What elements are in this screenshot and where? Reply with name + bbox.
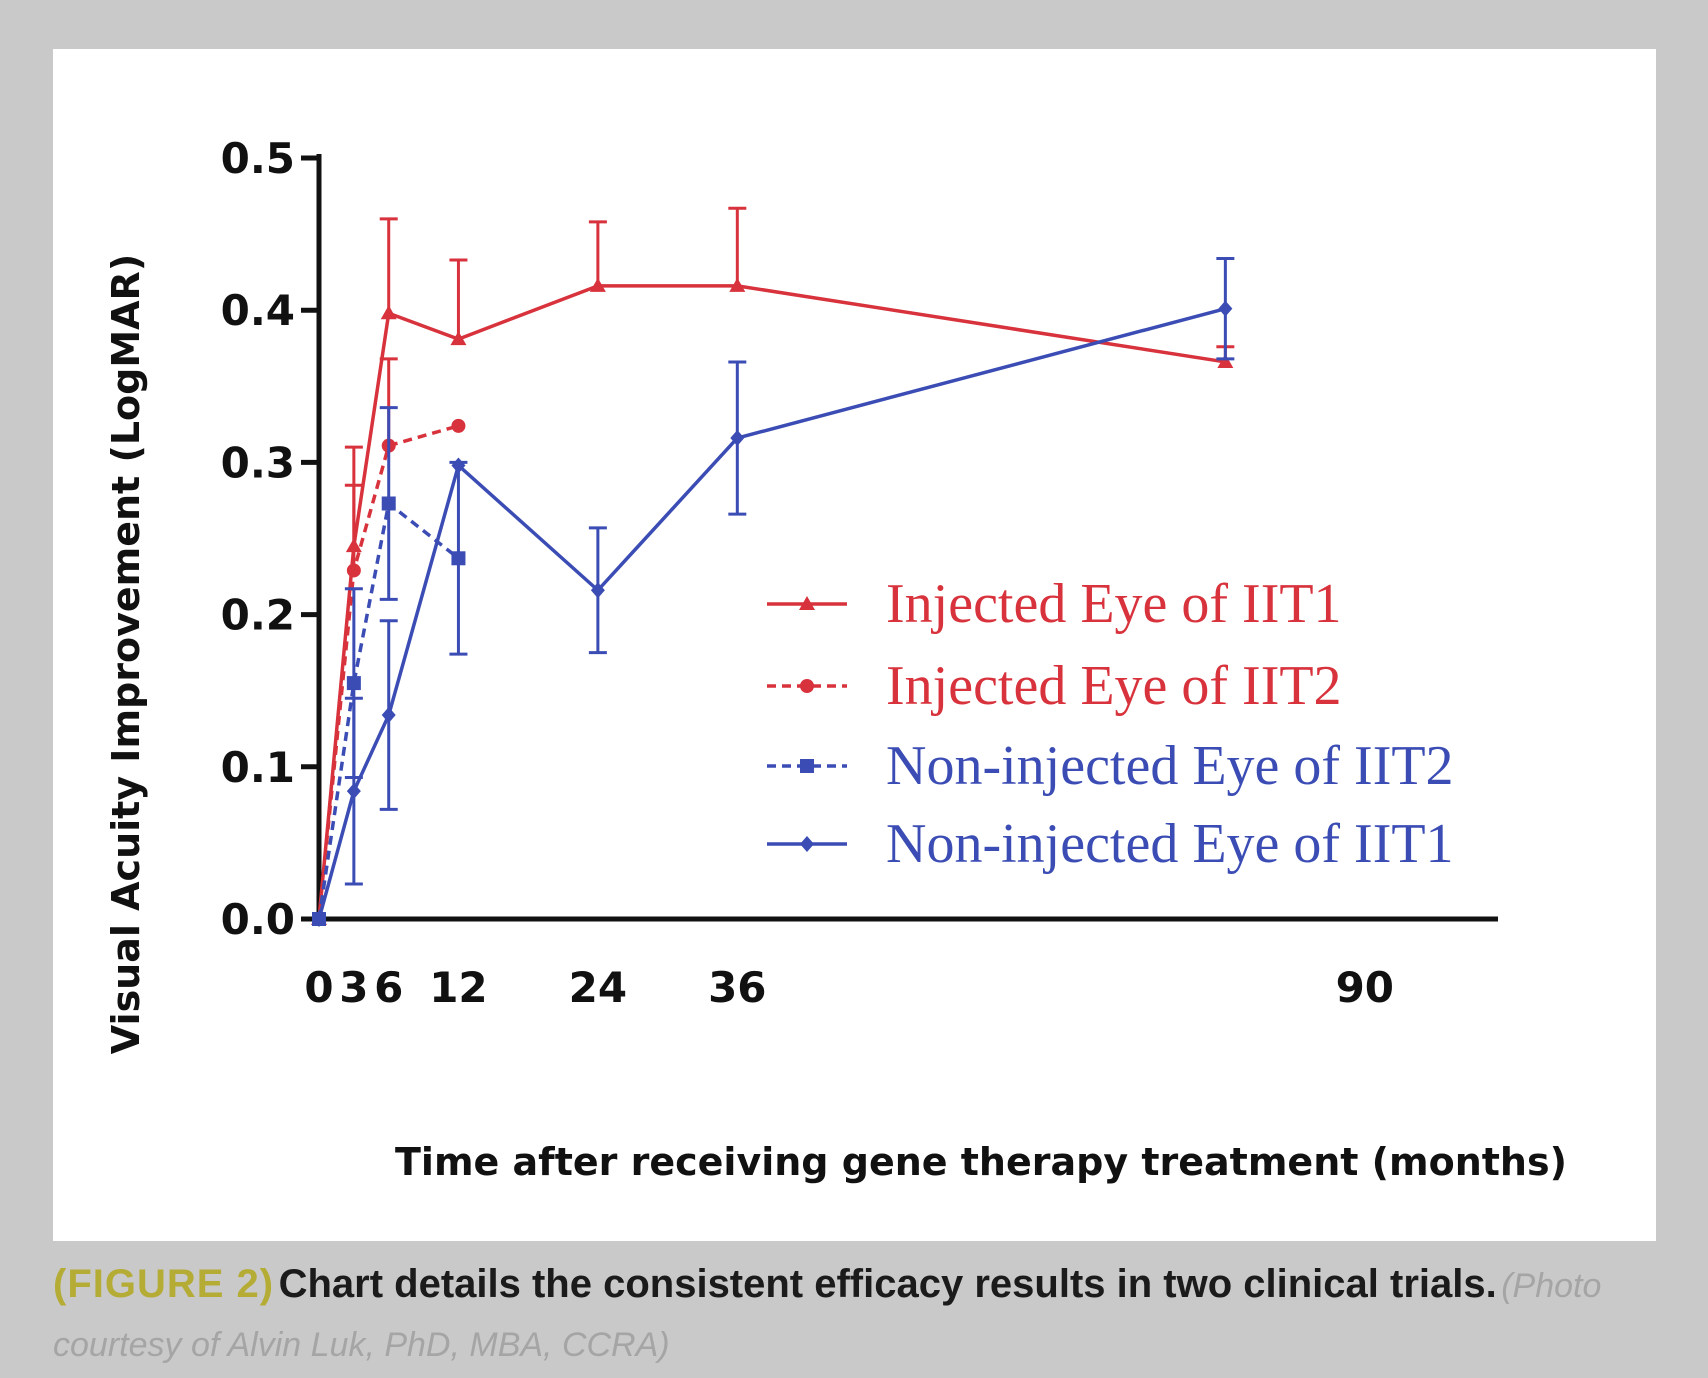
legend-item: Non-injected Eye of IIT1 [767, 813, 1454, 875]
data-point [589, 277, 606, 292]
data-point [451, 457, 466, 474]
x-tick-label: 0 [304, 963, 333, 1012]
data-point [590, 582, 605, 599]
data-point [730, 430, 745, 447]
y-axis-title: Visual Acuity Improvement (LogMAR) [104, 254, 148, 1054]
chart-svg: 0.00.10.20.30.40.50 3 6 12 24 36 90 Injected E… [104, 134, 1567, 1184]
data-point [450, 331, 467, 346]
data-point [800, 759, 814, 773]
figure-label: (FIGURE 2) [53, 1262, 275, 1306]
legend: Injected Eye of IIT1 Injected Eye of IIT2… [767, 573, 1454, 875]
data-point [1218, 300, 1233, 317]
data-point [451, 418, 466, 433]
x-tick-label: 12 [429, 963, 487, 1012]
legend-item: Injected Eye of IIT2 [767, 655, 1342, 717]
data-point [381, 496, 396, 511]
legend-label: Non-injected Eye of IIT2 [886, 735, 1454, 797]
data-point [312, 911, 326, 927]
legend-item: Injected Eye of IIT1 [767, 573, 1342, 635]
y-tick-label: 0.3 [221, 438, 295, 487]
y-tick-label: 0.1 [221, 743, 295, 792]
data-point [380, 305, 397, 320]
data-point [800, 836, 814, 852]
y-tick-label: 0.2 [221, 591, 295, 640]
x-tick-label: 36 [708, 963, 766, 1012]
legend-label: Injected Eye of IIT1 [886, 573, 1342, 635]
data-point [346, 783, 361, 800]
data-point [729, 277, 746, 292]
data-point [381, 707, 396, 724]
data-point [799, 596, 815, 610]
data-point [800, 679, 814, 693]
series-line [317, 501, 460, 920]
data-point [346, 563, 361, 578]
x-axis-title: Time after receiving gene therapy treatm… [395, 1140, 1567, 1184]
x-tick-label: 24 [569, 963, 627, 1012]
legend-item: Non-injected Eye of IIT2 [767, 735, 1454, 797]
figure-panel: 0.0 0.1 0.2 0.3 0.4 0.5 0 3 6 12 24 36 90 Injected E… [53, 49, 1656, 1241]
series-line [317, 424, 459, 920]
series-non-injected-eye-of-iit1 [312, 256, 1235, 927]
data-point [346, 676, 361, 691]
y-tick-label: 0.4 [221, 286, 295, 335]
series-layer [311, 206, 1235, 927]
axes: 0.00.10.20.30.40.50 3 6 12 24 36 90 [221, 134, 1498, 1012]
caption-text: Chart details the consistent efficacy re… [278, 1262, 1497, 1306]
y-tick-label: 0.0 [221, 895, 295, 944]
photo-credit: (Photo courtesy of Alvin Luk, PhD, MBA, … [53, 1267, 1602, 1364]
data-point [1217, 353, 1234, 368]
x-tick-label: 90 [1336, 963, 1394, 1012]
x-tick-label: 6 [374, 963, 403, 1012]
data-point [451, 551, 466, 566]
x-tick-label: 3 [339, 963, 368, 1012]
legend-label: Non-injected Eye of IIT1 [886, 813, 1454, 875]
figure-caption: (FIGURE 2) Chart details the consistent … [53, 1258, 1653, 1378]
legend-label: Injected Eye of IIT2 [886, 655, 1342, 717]
y-tick-label: 0.5 [221, 134, 295, 183]
